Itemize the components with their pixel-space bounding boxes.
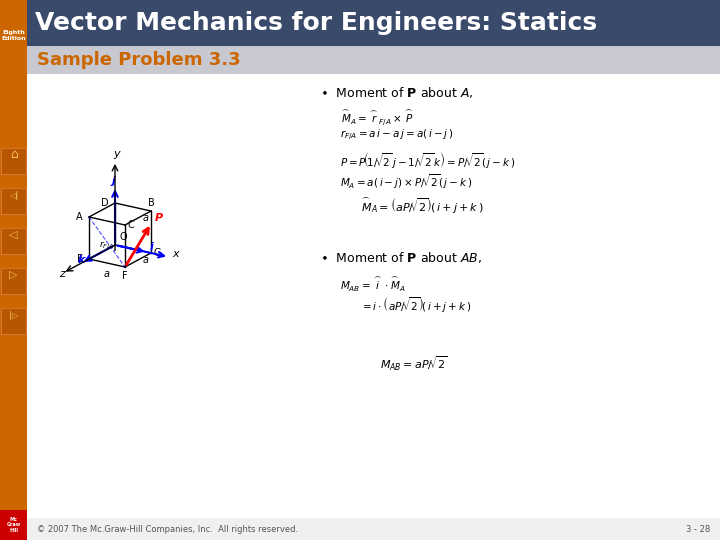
Text: F: F: [122, 271, 128, 281]
Bar: [27, 74, 720, 518]
Text: E: E: [77, 254, 83, 264]
Text: j: j: [111, 176, 115, 186]
Text: Eighth
Edition: Eighth Edition: [1, 30, 26, 41]
Bar: [1, 268, 27, 294]
Text: $\overset{\frown}{M}_A = \left(aP/\!\sqrt{2}\right)\!\left(\,i + j + k\,\right)$: $\overset{\frown}{M}_A = \left(aP/\!\sqr…: [360, 196, 483, 215]
Bar: [27, 46, 720, 74]
Text: k: k: [77, 255, 84, 265]
Text: $\bullet$  Moment of $\mathbf{P}$ about $A,$: $\bullet$ Moment of $\mathbf{P}$ about $…: [320, 85, 473, 100]
Text: B: B: [148, 198, 154, 208]
Text: $\bullet$  Moment of $\mathbf{P}$ about $AB,$: $\bullet$ Moment of $\mathbf{P}$ about $…: [320, 250, 482, 265]
Bar: [27, 0, 720, 46]
Text: $M_A = a\left(\,i - j\right) \times P/\!\sqrt{2}\left(\,j - k\,\right)$: $M_A = a\left(\,i - j\right) \times P/\!…: [340, 172, 472, 191]
Text: 3 - 28: 3 - 28: [685, 524, 710, 534]
Bar: [1, 228, 27, 254]
Text: A: A: [76, 212, 83, 222]
Text: |▷: |▷: [9, 310, 19, 320]
Text: a: a: [143, 213, 149, 223]
Bar: [0, 0, 27, 540]
Bar: [1, 188, 27, 214]
Text: © 2007 The Mc.Graw-Hill Companies, Inc.  All rights reserved.: © 2007 The Mc.Graw-Hill Companies, Inc. …: [37, 524, 299, 534]
Text: $P = P\!\left(\!1/\!\sqrt{2}\,j - 1/\!\sqrt{2}\,k\right) = P/\!\sqrt{2}\left(\,j: $P = P\!\left(\!1/\!\sqrt{2}\,j - 1/\!\s…: [340, 150, 516, 170]
Text: $= i \cdot \left(aP/\!\sqrt{2}\right)\!\left(\,i + j + k\,\right)$: $= i \cdot \left(aP/\!\sqrt{2}\right)\!\…: [360, 295, 472, 314]
Text: ▷: ▷: [9, 270, 18, 280]
Text: Sample Problem 3.3: Sample Problem 3.3: [37, 51, 241, 69]
Text: i: i: [150, 242, 153, 252]
Text: G: G: [154, 248, 161, 258]
Text: Vector Mechanics for Engineers: Statics: Vector Mechanics for Engineers: Statics: [35, 11, 598, 35]
Text: y: y: [113, 149, 120, 159]
Text: z: z: [59, 269, 65, 279]
Bar: [1, 148, 27, 174]
Text: $\overset{\frown}{M}_A = \overset{\frown}{r}_{F/A} \times \overset{\frown}{P}$: $\overset{\frown}{M}_A = \overset{\frown…: [340, 108, 414, 128]
Text: C: C: [128, 220, 135, 230]
Text: O: O: [119, 232, 127, 242]
Text: D: D: [102, 198, 109, 208]
Bar: [0, 510, 27, 540]
Text: a: a: [143, 255, 149, 265]
Text: ⌂: ⌂: [10, 148, 17, 161]
Text: ◁: ◁: [9, 230, 18, 240]
Bar: [1, 308, 27, 334]
Text: $M_{AB} = \overset{\frown}{i} \cdot \overset{\frown}{M}_A$: $M_{AB} = \overset{\frown}{i} \cdot \ove…: [340, 275, 406, 294]
Text: $r_{F/A} = a\,i - a\,j = a\left(\,i - j\,\right)$: $r_{F/A} = a\,i - a\,j = a\left(\,i - j\…: [340, 128, 454, 143]
Text: a: a: [104, 269, 110, 279]
Text: Mc
Graw
Hill: Mc Graw Hill: [6, 517, 21, 534]
Text: ◁|: ◁|: [9, 191, 19, 199]
Text: $r_{F/A}$: $r_{F/A}$: [99, 239, 114, 251]
Text: x: x: [172, 249, 179, 259]
Text: $M_{AB} = aP/\!\sqrt{2}$: $M_{AB} = aP/\!\sqrt{2}$: [380, 355, 448, 374]
Text: P: P: [154, 213, 163, 223]
